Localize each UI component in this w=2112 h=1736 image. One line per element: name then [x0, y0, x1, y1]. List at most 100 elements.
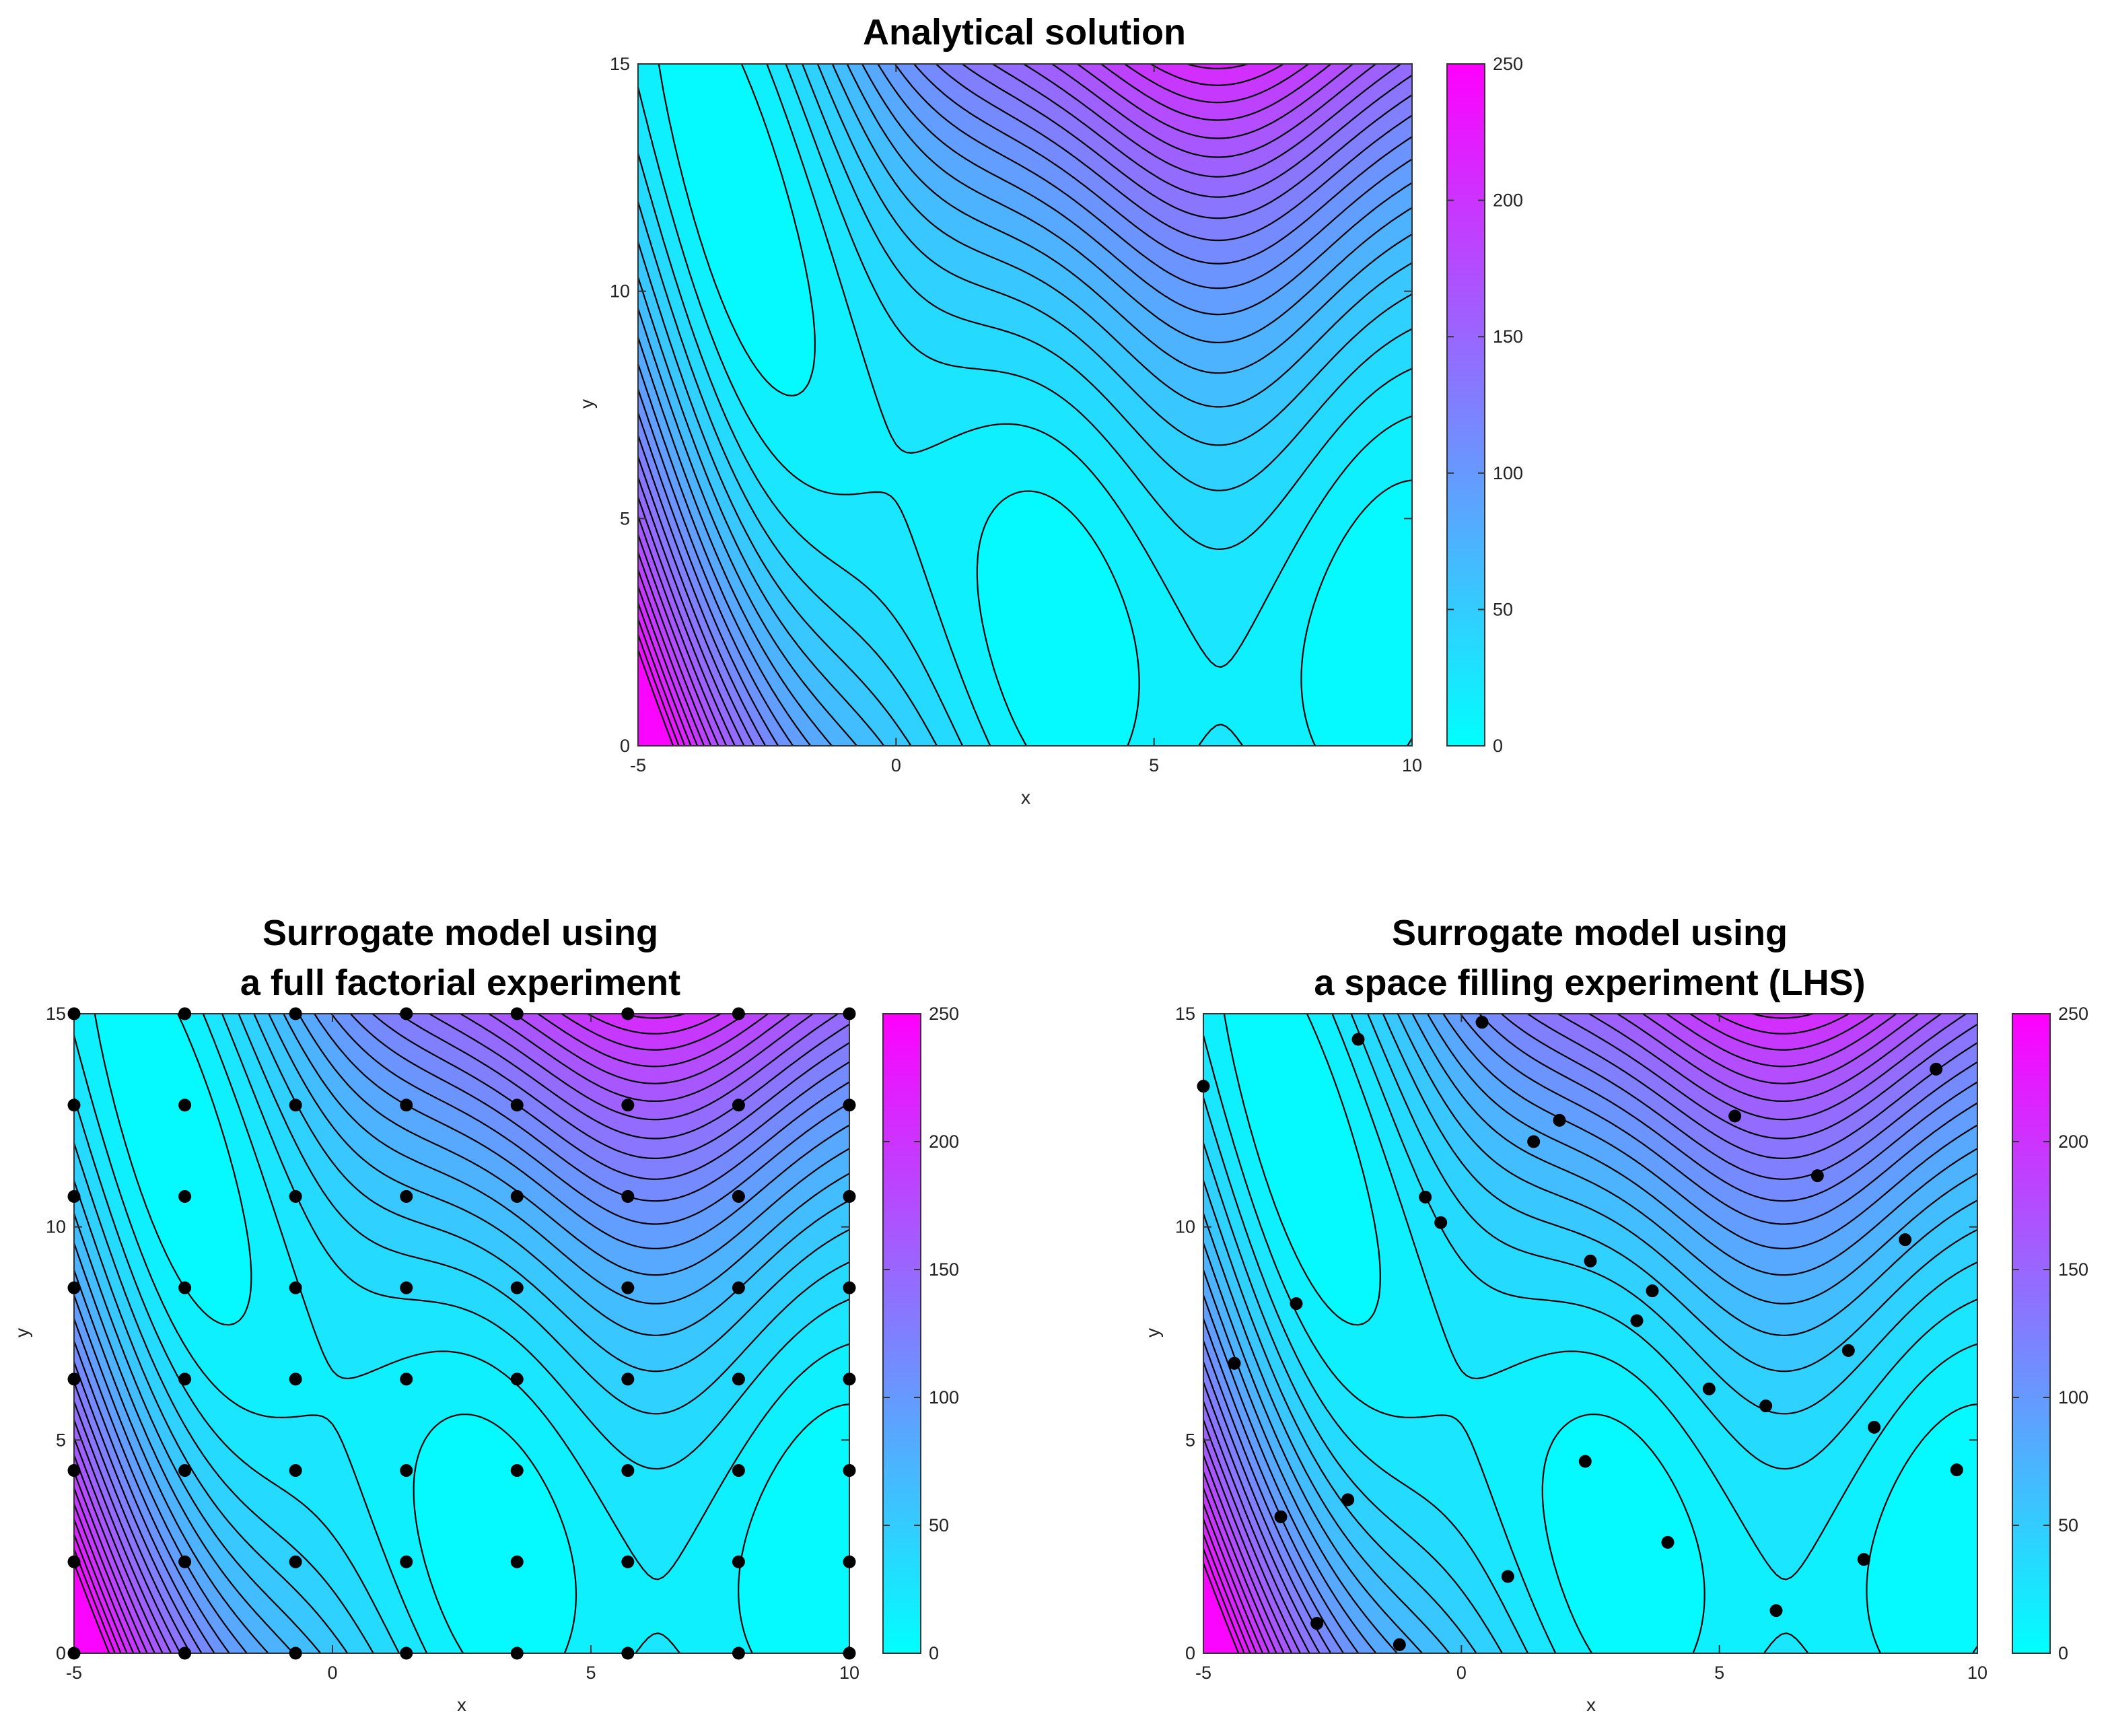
sample-point [1584, 1254, 1597, 1268]
y-tick-label: 5 [1185, 1430, 1195, 1450]
sample-point [1899, 1233, 1912, 1247]
plot-title-line-1: Analytical solution [863, 12, 1186, 53]
sample-point [67, 1646, 81, 1660]
colorbar-tick-label: 250 [2058, 1004, 2088, 1024]
y-tick-label: 15 [610, 54, 630, 74]
contour-line [637, 63, 1413, 747]
colorbar-tick-label: 100 [1493, 463, 1523, 483]
contour-line [73, 1562, 110, 1654]
colorbar-tick-label: 200 [929, 1132, 959, 1152]
contour-line [1203, 1013, 1850, 1654]
y-tick-label: 5 [56, 1430, 66, 1450]
sample-point [843, 1281, 856, 1294]
contour-line [637, 63, 1309, 747]
sample-point [732, 1464, 745, 1478]
x-axis-label: x [1586, 1694, 1596, 1715]
contour-line [1202, 1013, 1978, 1654]
colorbar-tick-label: 150 [1493, 326, 1523, 347]
sample-point [400, 1555, 413, 1568]
sample-point [843, 1373, 856, 1386]
y-tick-label: 10 [1175, 1217, 1195, 1237]
full-factorial-panel: Surrogate model using a full factorial e… [11, 913, 959, 1715]
contour-line [1202, 1013, 1978, 1654]
colorbar-gradient [2012, 1013, 2051, 1654]
sample-point [178, 1555, 192, 1568]
sample-point [67, 1555, 81, 1568]
lhs-panel: Surrogate model using a space filling ex… [1142, 913, 2088, 1715]
contour-line [658, 63, 1413, 747]
sample-point [178, 1646, 192, 1660]
colorbar-tick-label: 50 [929, 1515, 949, 1535]
contour-line [73, 1013, 791, 1654]
sample-point [289, 1555, 302, 1568]
y-tick-label: 10 [610, 281, 630, 302]
contour-plot [1202, 1012, 1978, 1654]
sample-point [1393, 1638, 1406, 1651]
sample-point [510, 1189, 524, 1203]
plot-title-line-1: Surrogate model using [1392, 913, 1788, 953]
contour-line [637, 63, 1413, 747]
contour-line [637, 63, 1413, 747]
contour-line [637, 63, 1284, 747]
sample-point [1630, 1314, 1644, 1327]
contour-line [637, 63, 1413, 747]
sample-point [67, 1099, 81, 1112]
sample-point [1419, 1190, 1432, 1204]
contour-line [1202, 1013, 1978, 1654]
sample-point [400, 1646, 413, 1660]
sample-point [1930, 1062, 1943, 1076]
contour-fill [638, 64, 1412, 746]
colorbar-tick-label: 150 [2058, 1259, 2088, 1280]
sample-point [1274, 1510, 1288, 1523]
x-tick-label: -5 [630, 755, 646, 775]
y-axis-label: y [11, 1328, 32, 1338]
contour-line [637, 63, 1376, 747]
sample-point [1841, 1344, 1855, 1357]
y-tick-label: 0 [56, 1643, 66, 1663]
sample-point [1857, 1553, 1870, 1566]
sample-point [67, 1189, 81, 1203]
contour-line [94, 1013, 850, 1654]
plot-frame [1203, 1013, 1978, 1654]
y-tick-label: 0 [1185, 1643, 1195, 1663]
sample-point [289, 1373, 302, 1386]
x-tick-label: 5 [1714, 1663, 1724, 1683]
contour-line [73, 1013, 850, 1654]
sample-point [400, 1099, 413, 1112]
contour-line [73, 1013, 850, 1654]
contour-line [637, 63, 1413, 747]
sample-point [178, 1007, 192, 1020]
x-tick-label: 5 [1149, 755, 1159, 775]
sample-point [732, 1281, 745, 1294]
contour-line [1202, 1013, 1978, 1654]
sample-point [178, 1281, 192, 1294]
sample-point [1475, 1016, 1489, 1029]
contour-line [637, 63, 1413, 747]
contour-line [1202, 1013, 1978, 1654]
contour-plot [73, 1012, 850, 1654]
x-tick-label: 0 [891, 755, 901, 775]
contour-line [73, 1013, 850, 1654]
sample-point [289, 1099, 302, 1112]
contour-line [73, 1013, 814, 1654]
colorbar: 0 50 100 150 200 250 [882, 1004, 959, 1663]
contour-line [637, 63, 1402, 747]
contour-line [1202, 1533, 1251, 1654]
colorbar-tick-label: 100 [929, 1387, 959, 1408]
contour-line [1202, 1548, 1245, 1654]
contour-line [1202, 1013, 1978, 1654]
contour-line [637, 63, 1413, 747]
sample-point [289, 1464, 302, 1478]
colorbar: 0 50 100 150 200 250 [1446, 54, 1523, 756]
x-tick-label: -5 [1195, 1663, 1211, 1683]
colorbar-tick-label: 0 [2058, 1643, 2068, 1663]
contour-line [73, 1013, 850, 1654]
contour-plot [637, 63, 1413, 747]
y-axis-label: y [576, 399, 597, 409]
colorbar-tick-label: 200 [1493, 190, 1523, 211]
contour-line [73, 1533, 122, 1654]
sample-points [67, 1007, 856, 1660]
sample-point [1197, 1080, 1210, 1093]
